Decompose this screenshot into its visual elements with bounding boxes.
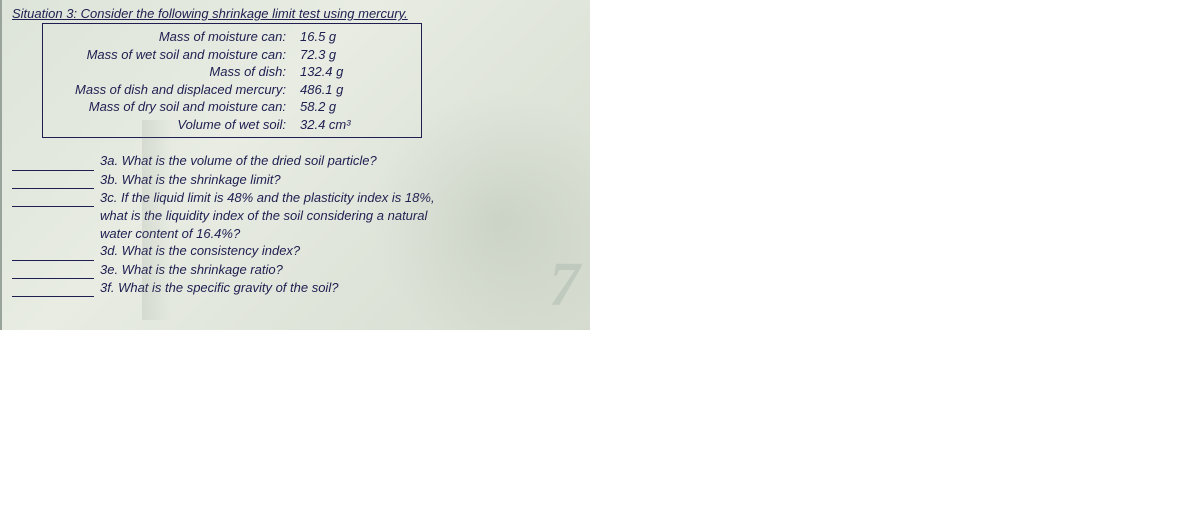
question-row: 3e. What is the shrinkage ratio? <box>12 261 580 279</box>
answer-blank[interactable] <box>12 174 94 189</box>
data-row: Volume of wet soil: 32.4 cm³ <box>51 116 413 134</box>
data-label: Mass of moisture can: <box>51 28 300 46</box>
question-text: 3c. If the liquid limit is 48% and the p… <box>100 189 580 207</box>
question-row: 3b. What is the shrinkage limit? <box>12 171 580 189</box>
data-label: Mass of dish and displaced mercury: <box>51 81 300 99</box>
data-row: Mass of wet soil and moisture can: 72.3 … <box>51 46 413 64</box>
data-value: 58.2 g <box>300 98 413 116</box>
question-row: 3d. What is the consistency index? <box>12 242 580 260</box>
answer-blank[interactable] <box>12 192 94 207</box>
question-row: 3c. If the liquid limit is 48% and the p… <box>12 189 580 207</box>
question-row: 3a. What is the volume of the dried soil… <box>12 152 580 170</box>
data-value: 132.4 g <box>300 63 413 81</box>
data-row: Mass of moisture can: 16.5 g <box>51 28 413 46</box>
data-label: Volume of wet soil: <box>51 116 300 134</box>
question-row: 3f. What is the specific gravity of the … <box>12 279 580 297</box>
data-row: Mass of dish: 132.4 g <box>51 63 413 81</box>
question-text: 3a. What is the volume of the dried soil… <box>100 152 580 170</box>
data-value: 32.4 cm³ <box>300 116 413 134</box>
data-row: Mass of dish and displaced mercury: 486.… <box>51 81 413 99</box>
data-value: 72.3 g <box>300 46 413 64</box>
data-table: Mass of moisture can: 16.5 g Mass of wet… <box>42 23 422 138</box>
data-label: Mass of wet soil and moisture can: <box>51 46 300 64</box>
data-label: Mass of dry soil and moisture can: <box>51 98 300 116</box>
situation-heading: Situation 3: Consider the following shri… <box>12 6 580 21</box>
question-text: 3f. What is the specific gravity of the … <box>100 279 580 297</box>
data-value: 486.1 g <box>300 81 413 99</box>
question-text: 3d. What is the consistency index? <box>100 242 580 260</box>
answer-blank[interactable] <box>12 155 94 170</box>
question-text-cont: what is the liquidity index of the soil … <box>100 207 580 225</box>
questions-block: 3a. What is the volume of the dried soil… <box>12 152 580 297</box>
data-value: 16.5 g <box>300 28 413 46</box>
answer-blank[interactable] <box>12 282 94 297</box>
data-label: Mass of dish: <box>51 63 300 81</box>
question-text: 3b. What is the shrinkage limit? <box>100 171 580 189</box>
answer-blank[interactable] <box>12 264 94 279</box>
question-text-cont: water content of 16.4%? <box>100 225 580 243</box>
data-row: Mass of dry soil and moisture can: 58.2 … <box>51 98 413 116</box>
answer-blank[interactable] <box>12 245 94 260</box>
problem-document: Situation 3: Consider the following shri… <box>0 0 590 330</box>
question-text: 3e. What is the shrinkage ratio? <box>100 261 580 279</box>
